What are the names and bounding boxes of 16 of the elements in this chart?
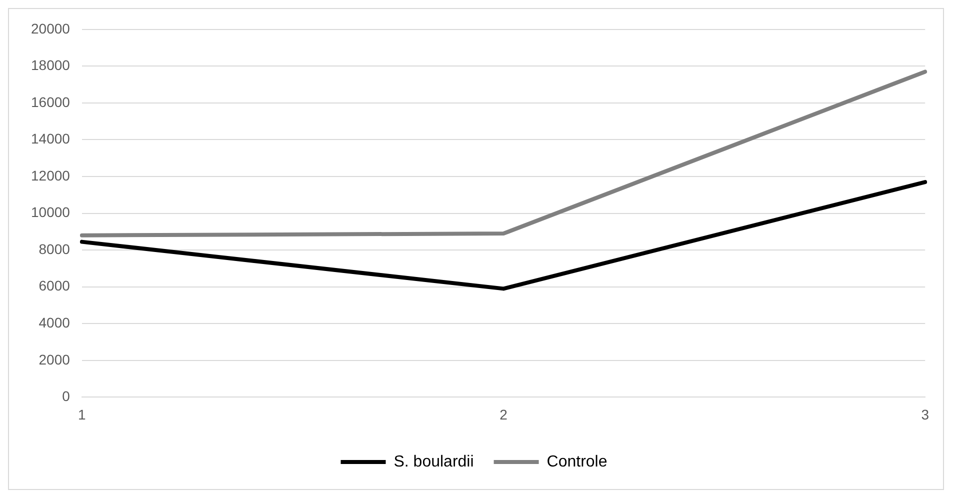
y-tick-label: 10000	[30, 204, 70, 220]
y-tick-label: 2000	[38, 351, 70, 368]
y-tick-label: 4000	[38, 314, 70, 330]
y-tick-label: 16000	[30, 94, 70, 110]
x-tick-label: 3	[921, 406, 930, 422]
y-tick-label: 20000	[30, 20, 70, 36]
y-tick-label: 18000	[30, 57, 70, 74]
legend-label: Controle	[546, 453, 608, 470]
y-tick-label: 8000	[38, 240, 70, 257]
y-tick-label: 6000	[38, 278, 70, 294]
y-tick-label: 0	[62, 388, 70, 404]
y-tick-label: 14000	[30, 130, 70, 147]
x-tick-label: 1	[78, 406, 86, 422]
y-tick-label: 12000	[30, 167, 70, 184]
legend-label: S. boulardii	[394, 453, 474, 470]
x-tick-label: 2	[500, 406, 508, 422]
